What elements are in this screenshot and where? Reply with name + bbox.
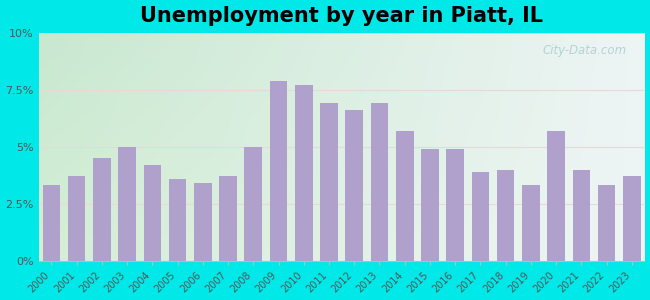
Bar	[421, 149, 439, 261]
Bar	[472, 172, 489, 261]
Bar	[497, 169, 515, 261]
Bar	[244, 147, 262, 261]
Text: City-Data.com: City-Data.com	[542, 44, 626, 57]
Bar	[320, 103, 338, 261]
Bar	[547, 131, 565, 261]
Title: Unemployment by year in Piatt, IL: Unemployment by year in Piatt, IL	[140, 6, 543, 26]
Bar	[270, 81, 287, 261]
Bar	[598, 185, 616, 261]
Bar	[93, 158, 110, 261]
Bar	[396, 131, 413, 261]
Bar	[144, 165, 161, 261]
Bar	[447, 149, 464, 261]
Bar	[573, 169, 590, 261]
Bar	[194, 183, 212, 261]
Bar	[522, 185, 540, 261]
Bar	[345, 110, 363, 261]
Bar	[68, 176, 86, 261]
Bar	[623, 176, 641, 261]
Bar	[370, 103, 388, 261]
Bar	[219, 176, 237, 261]
Bar	[43, 185, 60, 261]
Bar	[169, 178, 187, 261]
Bar	[295, 85, 313, 261]
Bar	[118, 147, 136, 261]
